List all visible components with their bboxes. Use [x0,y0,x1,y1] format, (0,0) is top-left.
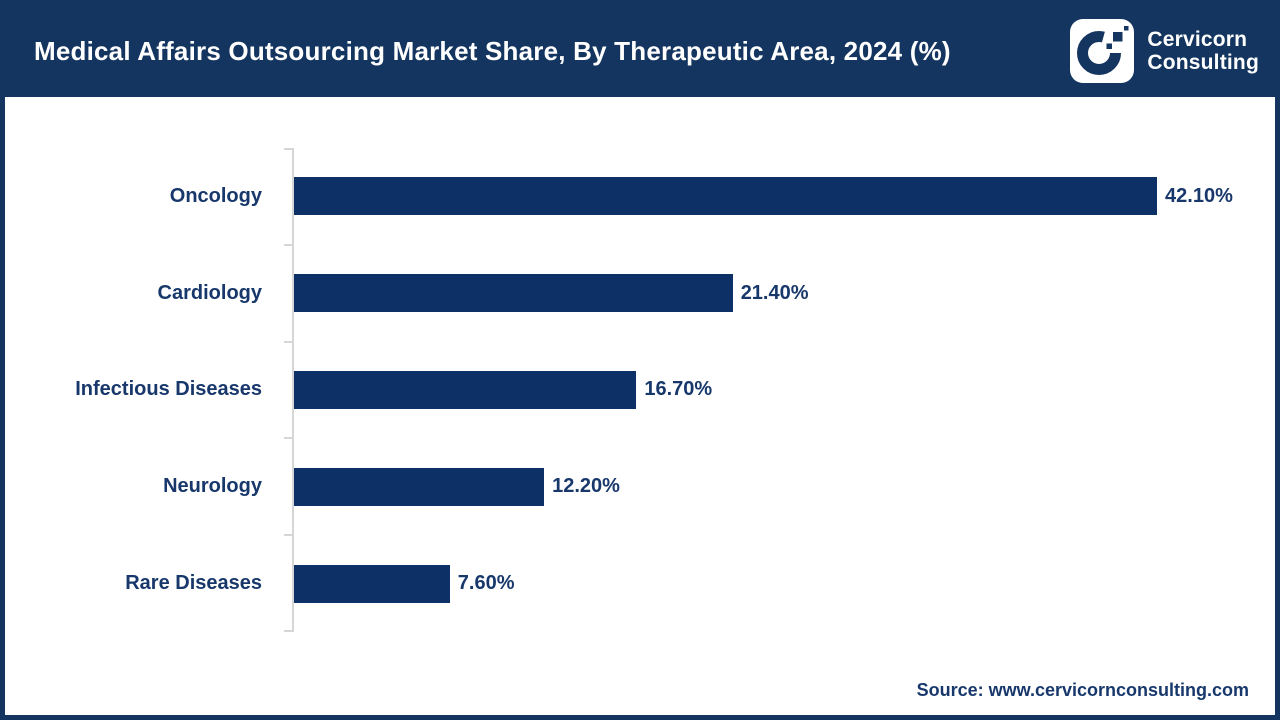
plot-area: 7.60% [294,535,1275,632]
brand-name: Cervicorn Consulting [1147,28,1259,74]
chart-row: Cardiology 21.40% [5,245,1275,342]
category-label: Rare Diseases [125,572,262,595]
header: Medical Affairs Outsourcing Market Share… [5,5,1275,97]
axis-tick [284,437,292,440]
page-title: Medical Affairs Outsourcing Market Share… [34,35,951,66]
plot-area: 16.70% [294,342,1275,439]
axis-tick [284,243,292,246]
bar [294,177,1158,216]
category-label: Cardiology [157,281,262,304]
chart-row: Rare Diseases 7.60% [5,535,1275,632]
axis-tick [284,630,292,632]
chart-row: Infectious Diseases 16.70% [5,342,1275,439]
bar [294,467,545,506]
plot-area: 12.20% [294,438,1275,535]
brand-name-line1: Cervicorn [1147,27,1248,51]
axis-tick [284,148,292,150]
value-label: 21.40% [740,281,809,304]
brand-logo: Cervicorn Consulting [1070,19,1259,83]
bar [294,564,450,603]
footer: Source: www.cervicornconsulting.com [5,632,1275,715]
chart-row: Neurology 12.20% [5,438,1275,535]
chart-rows: Oncology 42.10% Cardiology 21.40% Infectious… [5,148,1275,632]
plot-area: 21.40% [294,245,1275,342]
chart-row: Oncology 42.10% [5,148,1275,245]
bar [294,274,733,313]
value-label: 42.10% [1165,184,1233,207]
y-axis-line [292,148,294,632]
axis-tick [284,340,292,343]
category-label: Neurology [163,475,262,498]
plot-area: 42.10% [294,148,1275,245]
value-label: 12.20% [552,475,620,498]
source-text: Source: www.cervicornconsulting.com [916,680,1249,700]
brand-name-line2: Consulting [1147,51,1259,74]
cervicorn-logo-icon [1070,19,1135,83]
category-label: Infectious Diseases [75,378,262,401]
bar-chart: Oncology 42.10% Cardiology 21.40% Infectious… [5,148,1275,632]
axis-tick [284,534,292,537]
bar [294,370,637,409]
category-label: Oncology [169,184,262,207]
value-label: 16.70% [644,378,713,401]
value-label: 7.60% [457,572,515,595]
